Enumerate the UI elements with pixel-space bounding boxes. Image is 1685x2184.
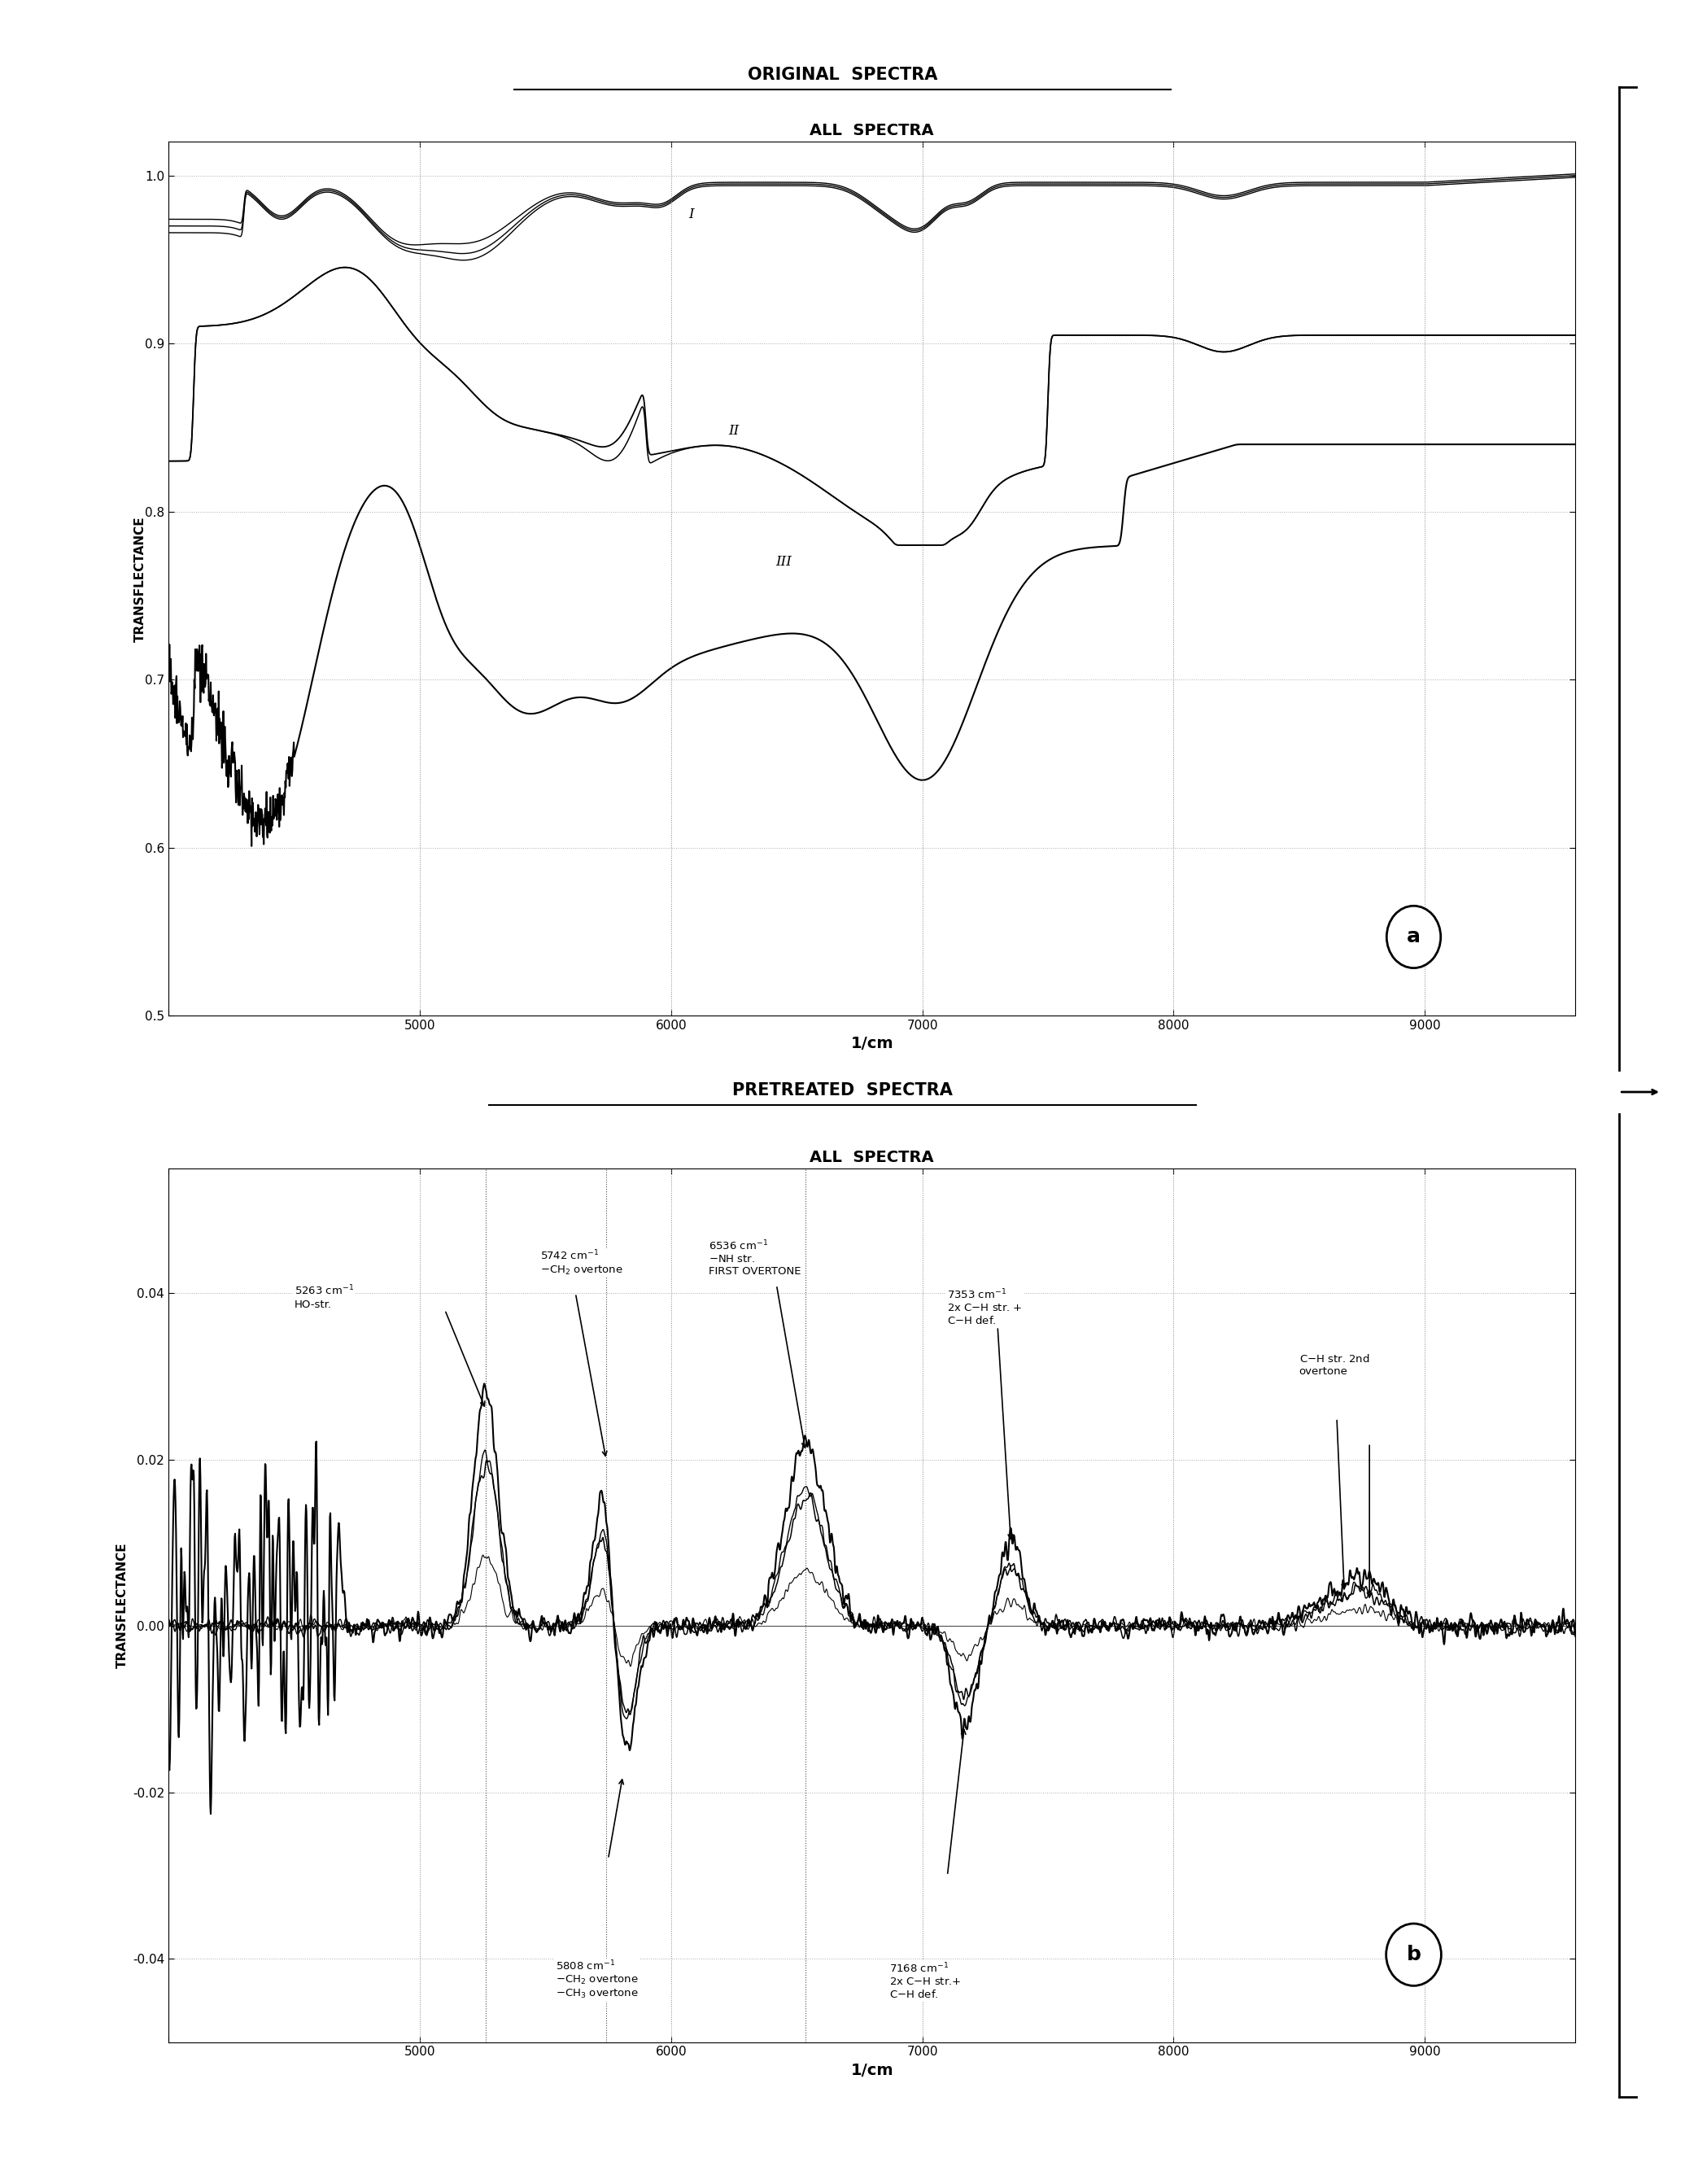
Text: II: II xyxy=(728,424,740,437)
Text: a: a xyxy=(1407,928,1420,946)
Text: 6536 cm$^{-1}$
$-$NH str.
FIRST OVERTONE: 6536 cm$^{-1}$ $-$NH str. FIRST OVERTONE xyxy=(709,1238,800,1278)
Text: 5742 cm$^{-1}$
$-$CH$_2$ overtone: 5742 cm$^{-1}$ $-$CH$_2$ overtone xyxy=(541,1249,623,1278)
Text: III: III xyxy=(777,555,792,568)
Text: ORIGINAL  SPECTRA: ORIGINAL SPECTRA xyxy=(748,68,937,83)
Y-axis label: TRANSFLECTANCE: TRANSFLECTANCE xyxy=(116,1542,128,1669)
X-axis label: 1/cm: 1/cm xyxy=(851,2062,893,2079)
Text: I: I xyxy=(689,207,694,221)
Text: 5263 cm$^{-1}$
HO-str.: 5263 cm$^{-1}$ HO-str. xyxy=(295,1284,354,1310)
Text: b: b xyxy=(1407,1946,1420,1963)
Text: PRETREATED  SPECTRA: PRETREATED SPECTRA xyxy=(733,1083,952,1099)
Text: C$-$H str. 2nd
overtone: C$-$H str. 2nd overtone xyxy=(1299,1352,1370,1376)
X-axis label: 1/cm: 1/cm xyxy=(851,1035,893,1053)
Text: 7353 cm$^{-1}$
2x C$-$H str. +
C$-$H def.: 7353 cm$^{-1}$ 2x C$-$H str. + C$-$H def… xyxy=(947,1289,1023,1326)
Text: 5808 cm$^{-1}$
$-$CH$_2$ overtone
$-$CH$_3$ overtone: 5808 cm$^{-1}$ $-$CH$_2$ overtone $-$CH$… xyxy=(556,1959,639,2001)
Title: ALL  SPECTRA: ALL SPECTRA xyxy=(810,122,933,138)
Y-axis label: TRANSFLECTANCE: TRANSFLECTANCE xyxy=(135,515,147,642)
Text: 7168 cm$^{-1}$
2x C$-$H str.+
C$-$H def.: 7168 cm$^{-1}$ 2x C$-$H str.+ C$-$H def. xyxy=(890,1961,962,2001)
Title: ALL  SPECTRA: ALL SPECTRA xyxy=(810,1149,933,1164)
